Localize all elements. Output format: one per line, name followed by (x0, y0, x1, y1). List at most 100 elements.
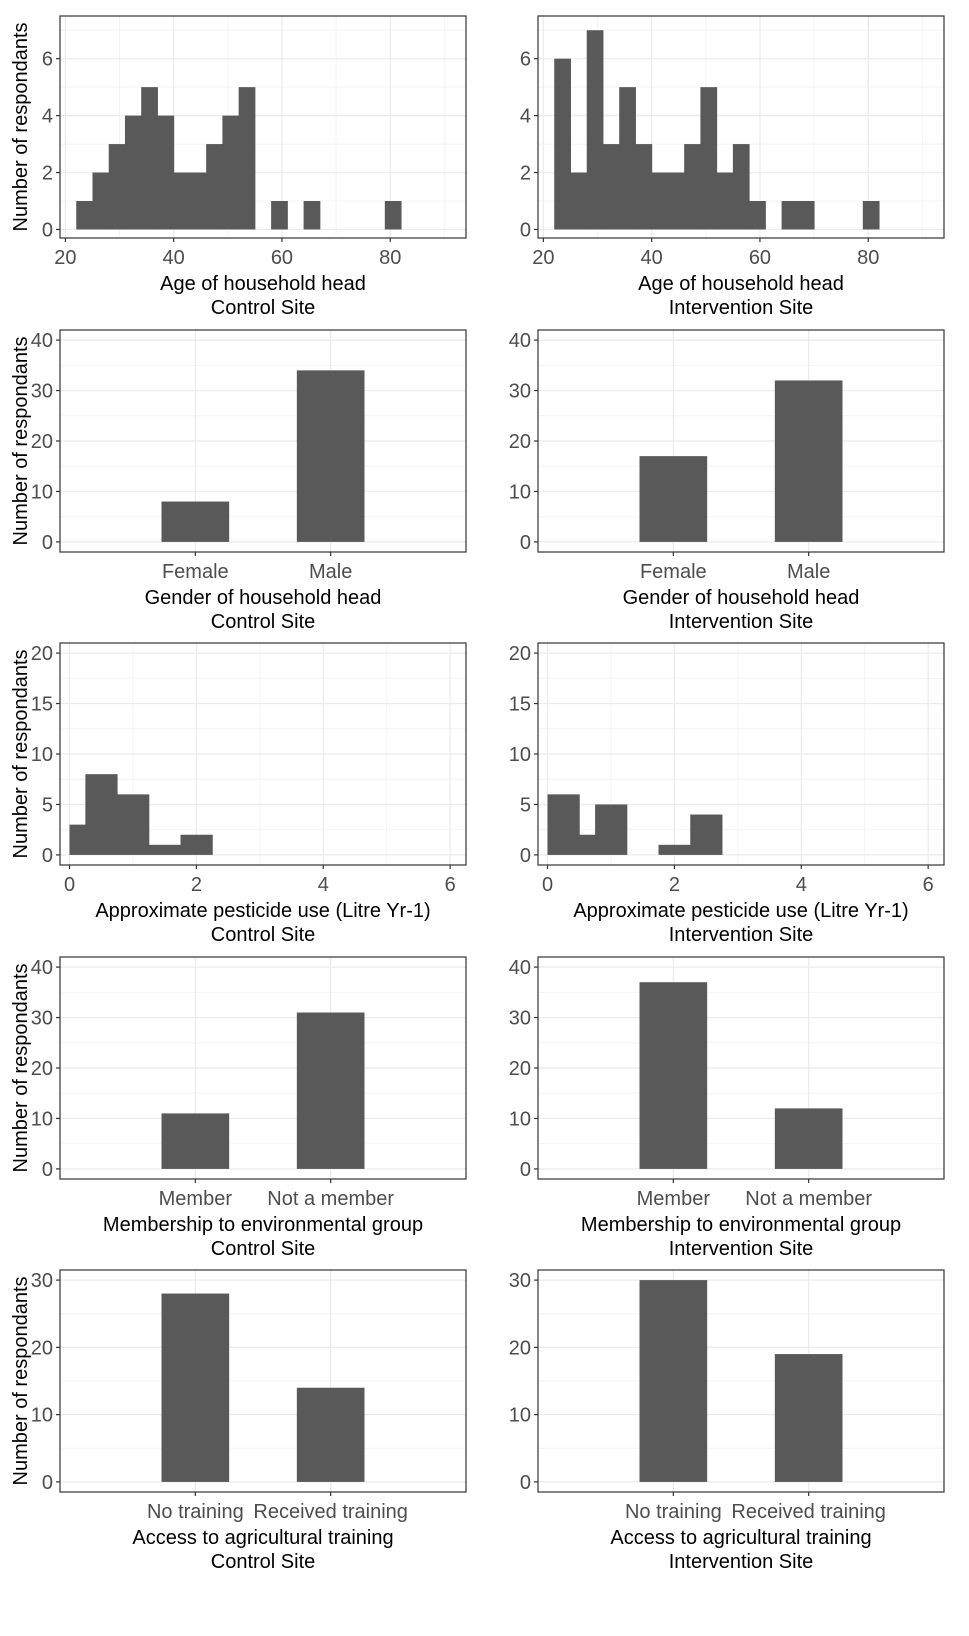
x-tick-label: 6 (445, 874, 456, 896)
site-label: Intervention Site (669, 297, 814, 319)
y-tick-label: 30 (31, 1270, 53, 1292)
bar-not-a-member (296, 1012, 365, 1169)
y-tick-label: 10 (509, 481, 531, 503)
bar-male (296, 370, 365, 542)
x-tick-label: Received training (731, 1501, 886, 1523)
y-tick-label: 20 (31, 1337, 53, 1359)
y-tick-label: 10 (509, 744, 531, 766)
y-axis-title: Number of respondants (10, 1276, 32, 1485)
histogram-bar (797, 201, 815, 230)
y-tick-label: 0 (42, 219, 53, 241)
x-tick-label: No training (625, 1501, 722, 1523)
site-label: Intervention Site (669, 611, 814, 633)
histogram-bar (586, 30, 604, 230)
y-tick-label: 30 (31, 1008, 53, 1030)
y-tick-label: 0 (520, 1159, 531, 1181)
y-tick-label: 10 (31, 1108, 53, 1130)
y-tick-label: 0 (520, 532, 531, 554)
bar-received-training (774, 1354, 843, 1482)
x-tick-label: 60 (749, 247, 771, 269)
histogram-bar (108, 144, 126, 230)
histogram-bar (690, 814, 723, 855)
x-tick-label: 2 (669, 874, 680, 896)
y-tick-label: 20 (31, 1058, 53, 1080)
y-tick-label: 0 (42, 845, 53, 867)
y-tick-label: 20 (509, 431, 531, 453)
histogram-bar (271, 201, 288, 230)
y-tick-label: 20 (31, 431, 53, 453)
y-tick-label: 0 (42, 1159, 53, 1181)
histogram-bar (732, 144, 750, 230)
chart-panel-gender-intervention: 0 10 20 30 40 Female Male Gender of household h… (509, 329, 945, 633)
x-axis-title: Age of household head (638, 273, 844, 295)
x-axis-title: Gender of household head (623, 587, 860, 609)
panel-border (537, 1269, 945, 1493)
y-tick-label: 10 (31, 1405, 53, 1427)
x-axis-title: Approximate pesticide use (Litre Yr-1) (95, 900, 430, 922)
histogram-bar (157, 115, 175, 230)
x-tick-label: 4 (318, 874, 329, 896)
histogram-bar (222, 115, 240, 230)
bar-no-training (639, 1280, 708, 1482)
bar-not-a-member (774, 1108, 843, 1169)
chart-panel-gender-control: 0 10 20 30 40 Female Male Gender of household h… (10, 329, 467, 633)
panel-border (59, 1269, 467, 1493)
y-tick-label: 40 (509, 330, 531, 352)
bar-received-training (296, 1387, 365, 1482)
histogram-bar (554, 58, 571, 230)
y-tick-label: 20 (509, 643, 531, 665)
site-label: Control Site (211, 924, 316, 946)
x-axis-title: Membership to environmental group (103, 1214, 423, 1236)
x-tick-label: Male (787, 561, 830, 583)
x-axis-title: Gender of household head (145, 587, 382, 609)
histogram-bar (579, 834, 596, 855)
histogram-bar (547, 794, 580, 855)
bar-no-training (161, 1293, 230, 1482)
histogram-bar (180, 834, 213, 855)
x-tick-label: 80 (857, 247, 879, 269)
histogram-bar (716, 172, 734, 230)
histogram-bar (117, 794, 150, 855)
x-tick-label: 60 (271, 247, 293, 269)
x-axis-title: Membership to environmental group (581, 1214, 901, 1236)
x-axis-title: Access to agricultural training (610, 1527, 871, 1549)
x-tick-label: No training (147, 1501, 244, 1523)
x-tick-label: 40 (163, 247, 185, 269)
y-tick-label: 15 (31, 694, 53, 716)
y-tick-label: 5 (42, 794, 53, 816)
x-tick-label: 20 (532, 247, 554, 269)
y-tick-label: 30 (31, 381, 53, 403)
x-tick-label: 80 (379, 247, 401, 269)
histogram-bar (700, 87, 718, 230)
chart-panel-membership-control: 0 10 20 30 40 Member Not a member Membership to… (10, 956, 467, 1260)
site-label: Intervention Site (669, 1551, 814, 1573)
x-axis-title: Age of household head (160, 273, 366, 295)
x-tick-label: 2 (191, 874, 202, 896)
chart-panel-training-control: 0 10 20 30 No training Received training Acces… (10, 1269, 467, 1573)
y-tick-label: 6 (520, 49, 531, 71)
y-tick-label: 20 (509, 1337, 531, 1359)
histogram-bar (76, 201, 93, 230)
site-label: Control Site (211, 1238, 316, 1260)
x-tick-label: Female (640, 561, 707, 583)
x-tick-label: 0 (542, 874, 553, 896)
site-label: Intervention Site (669, 924, 814, 946)
site-label: Control Site (211, 611, 316, 633)
y-tick-label: 0 (520, 1472, 531, 1494)
histogram-bar (684, 144, 701, 230)
x-tick-label: Received training (253, 1501, 408, 1523)
y-tick-label: 2 (520, 163, 531, 185)
histogram-bar (651, 172, 669, 230)
histogram-bar (862, 201, 880, 230)
x-axis-title: Access to agricultural training (132, 1527, 393, 1549)
y-tick-label: 0 (42, 1472, 53, 1494)
chart-panel-membership-intervention: 0 10 20 30 40 Member Not a member Membership to… (509, 956, 945, 1260)
histogram-bar (602, 144, 620, 230)
histogram-bar (749, 201, 766, 230)
x-tick-label: Member (637, 1188, 711, 1210)
chart-panel-age-control: 0 2 4 6 20 40 60 80 Age of household headControl… (10, 15, 467, 319)
chart-panel-pesticide-intervention: 0 5 10 15 20 0 2 4 6 Approximate pesticide use (L… (509, 642, 945, 946)
histogram-bar (619, 87, 636, 230)
x-tick-label: Member (159, 1188, 233, 1210)
